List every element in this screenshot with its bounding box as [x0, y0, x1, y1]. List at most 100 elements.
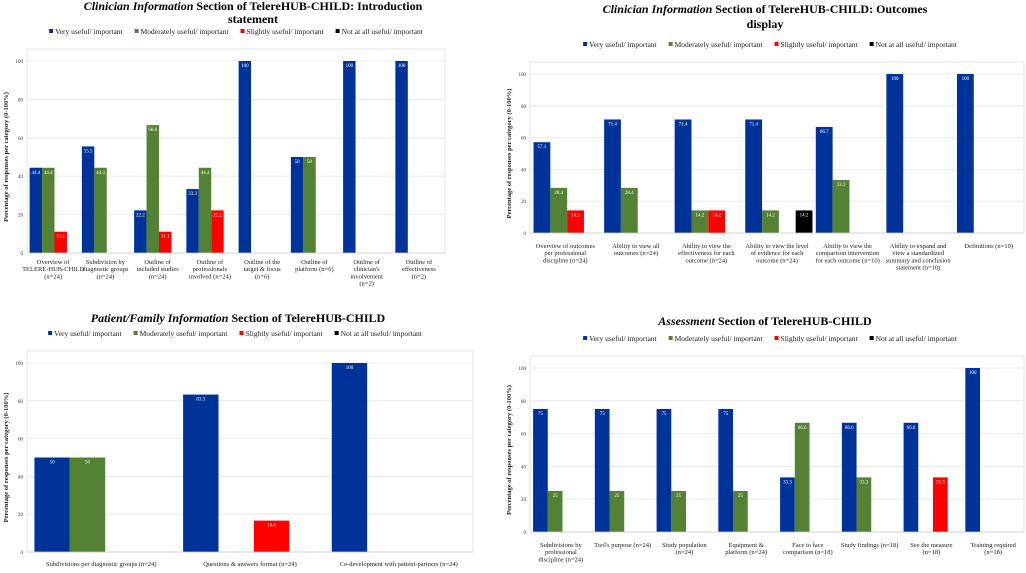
x-category-label: Tool's purpose (n=24)	[594, 542, 651, 549]
x-category-label-line: (n=6)	[255, 273, 270, 280]
x-category-label-line: view a standardized	[892, 250, 944, 257]
bar-value-label: 71.4	[679, 122, 688, 127]
x-category-label-line: outcome (n=24)	[756, 257, 798, 264]
bar	[158, 231, 172, 253]
bar	[708, 210, 726, 233]
bar-value-label: 25	[738, 494, 744, 499]
x-category-label-line: Study findings (n=18)	[841, 542, 898, 549]
x-category-label-line: platform (n=6)	[295, 266, 334, 273]
bar-value-label: 33.3	[837, 183, 846, 188]
legend-swatch	[48, 331, 53, 335]
legend-swatch	[869, 336, 874, 340]
bar	[594, 409, 610, 532]
x-category-label-line: Ability to expand and	[890, 243, 947, 250]
bar	[34, 457, 70, 552]
bar-value-label: 28.4	[625, 191, 634, 196]
legend-entry: Very useful/ important	[589, 40, 657, 49]
bar	[146, 125, 159, 253]
x-category-label-line: (n=2)	[412, 273, 427, 280]
bar-value-label: 14.2	[800, 213, 809, 218]
bar-value-label: 66.7	[820, 130, 829, 135]
x-category-label: Outline of effectiveness (n=2)	[402, 259, 436, 280]
bar-value-label: 14.2	[766, 213, 775, 218]
bar	[547, 491, 563, 532]
legend-swatch	[668, 336, 673, 340]
x-category-label: Outline of the target & focus (n=6)	[244, 259, 282, 280]
bar	[671, 491, 686, 532]
x-category-label-line: effectiveness for each	[678, 250, 735, 257]
bar-value-label: 50	[50, 461, 56, 466]
x-category-label-line: Abiilty to view the	[823, 243, 872, 250]
y-tick-label: 40	[18, 175, 24, 180]
x-category-label-line: comparison (n=18)	[783, 549, 833, 556]
legend-entry: Very useful/ important	[54, 329, 122, 338]
bar	[886, 74, 904, 233]
y-tick-label: 100	[519, 367, 527, 372]
x-category-label: See the measure (n=18)	[910, 542, 952, 556]
legend-swatch	[583, 336, 588, 340]
bar	[395, 61, 408, 253]
legend-entry: Not at all useful/ important	[342, 27, 424, 36]
x-category-label-line: Co-development with patient-partners (n=…	[340, 561, 458, 568]
x-category-label-line: Subdivision by	[86, 259, 126, 266]
bar	[238, 61, 252, 253]
legend-entry: Very useful/ important	[55, 27, 123, 36]
chart-title-italic: Clinician Information	[603, 2, 713, 16]
chart-title: Assessment Section of TelereHUB-CHILD	[657, 314, 872, 328]
x-category-label-line: Study population	[662, 542, 707, 549]
bar-value-label: 44.4	[96, 171, 105, 176]
y-tick-label: 60	[18, 137, 24, 142]
legend-swatch	[583, 42, 588, 46]
y-tick-label: 0	[524, 232, 527, 237]
bar	[815, 126, 833, 233]
bar	[762, 210, 779, 233]
x-category-label-line: discipline (n=24)	[543, 257, 588, 264]
x-category-label-line: TELERE-HUB-CHILD	[22, 266, 84, 273]
y-tick-label: 60	[521, 433, 527, 438]
chart-panel-2: Clinician Information Section of TelereH…	[506, 2, 1025, 272]
bar-value-label: 75	[538, 412, 544, 417]
bar	[183, 394, 219, 552]
x-category-label-line: (n=24)	[44, 273, 62, 280]
legend-swatch	[49, 29, 54, 33]
legend-entry: Not at all useful/ important	[341, 329, 423, 338]
legend-swatch	[134, 29, 139, 33]
x-category-label: Ability to view the effectiveness for eac…	[678, 243, 735, 264]
chart-title-text: Section of TelereHUB-CHILD: Outcomes	[712, 2, 927, 16]
bar-value-label: 57.1	[538, 145, 547, 150]
x-category-label-line: Training required	[970, 542, 1016, 549]
bar	[81, 146, 95, 253]
x-category-label: Questions & answers format (n=24)	[203, 561, 297, 568]
bar	[656, 409, 672, 532]
bar-value-label: 100	[398, 64, 406, 69]
chart-title-text: Section of TelereHUB-CHILD	[715, 314, 872, 328]
x-category-label-line: Subdivisions by	[540, 542, 582, 549]
x-category-label-line: discipline (n=24)	[539, 556, 584, 563]
bar-value-label: 25	[676, 494, 682, 499]
x-category-label: Ability to view all outcomes (n=24)	[612, 243, 660, 257]
x-category-label: Subdivisions per diagnostic groups (n=24…	[46, 561, 157, 568]
x-category-label: Ability to view the level of evidence for…	[745, 243, 808, 264]
bar-value-label: 100	[969, 371, 977, 376]
legend-swatch	[240, 29, 245, 33]
x-category-label-line: of evidence for each	[751, 250, 805, 257]
bar	[69, 457, 106, 552]
bar	[832, 180, 850, 233]
legend-entry: Not at all useful/ important	[876, 334, 958, 343]
y-tick-label: 20	[18, 214, 24, 219]
bar-value-label: 66.6	[907, 426, 916, 431]
bar-value-label: 33.3	[783, 480, 792, 485]
bar	[290, 157, 304, 253]
x-category-label-line: involvement	[350, 273, 383, 280]
legend-swatch	[133, 331, 138, 335]
chart-panel-3: Patient/Family Information Section of Te…	[3, 311, 474, 568]
y-tick-label: 20	[521, 498, 527, 503]
bar-value-label: 75	[600, 412, 606, 417]
bar-value-label: 75	[723, 412, 729, 417]
x-category-label-line: (n=24)	[676, 549, 694, 556]
bar-value-label: 25	[614, 494, 620, 499]
y-tick-label: 0	[21, 252, 24, 257]
chart-title-text: Section of TelereHUB-CHILD	[228, 311, 385, 325]
legend-swatch	[869, 42, 874, 46]
